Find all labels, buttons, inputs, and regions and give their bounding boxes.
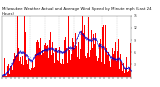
Text: Milwaukee Weather Actual and Average Wind Speed by Minute mph (Last 24 Hours): Milwaukee Weather Actual and Average Win… bbox=[2, 7, 151, 16]
